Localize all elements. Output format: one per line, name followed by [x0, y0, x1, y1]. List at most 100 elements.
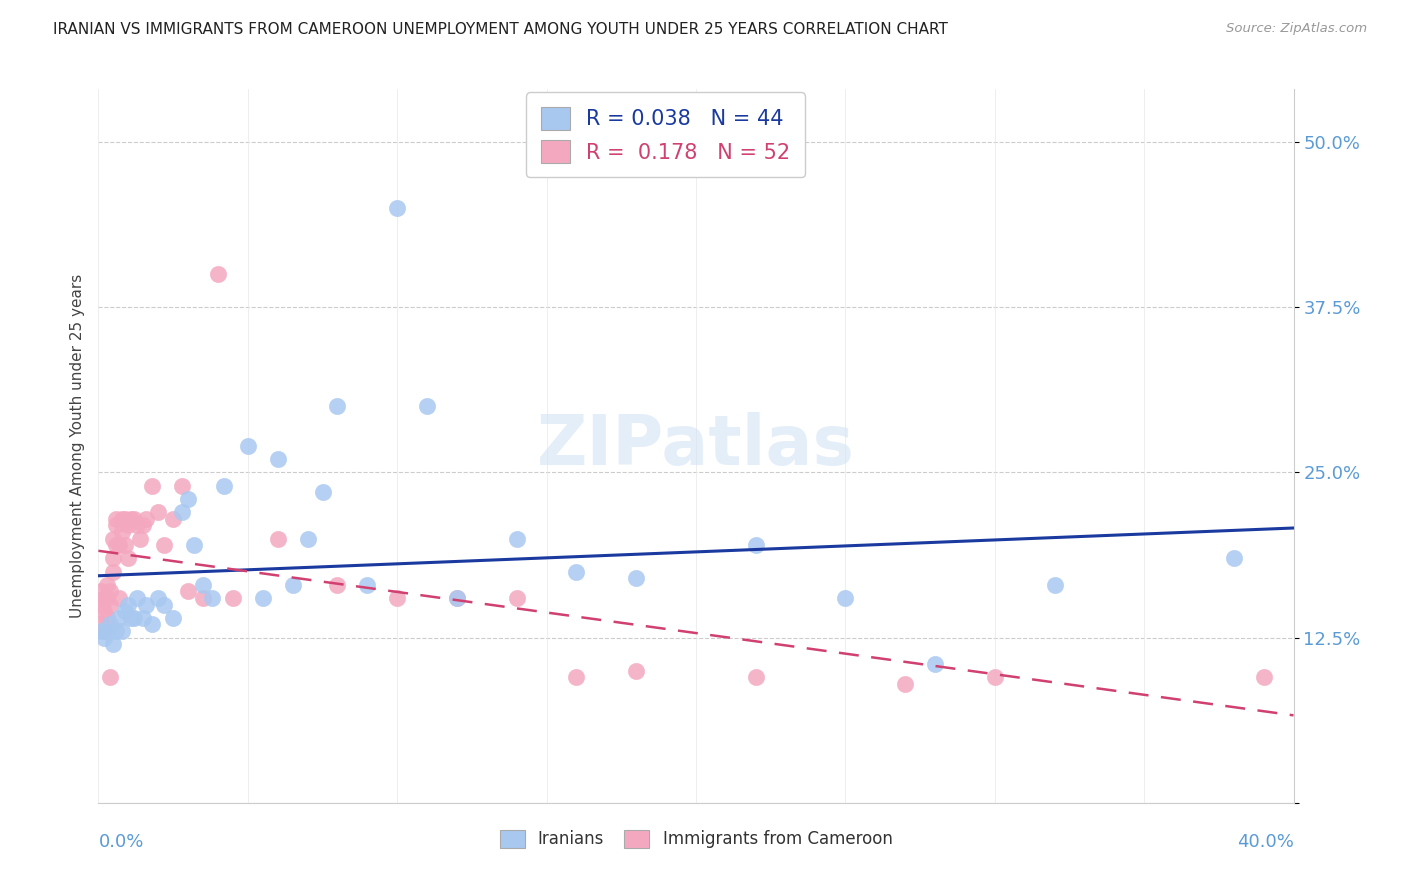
Point — [506, 591, 529, 605]
Point — [111, 524, 134, 539]
Text: 0.0%: 0.0% — [98, 833, 143, 851]
Point — [114, 538, 136, 552]
Point — [127, 518, 149, 533]
Point — [90, 584, 112, 599]
Point — [105, 518, 128, 533]
Point — [111, 624, 134, 638]
Point — [506, 532, 529, 546]
Point — [103, 637, 125, 651]
Point — [114, 511, 136, 525]
Point — [120, 611, 142, 625]
Point — [93, 591, 115, 605]
Point — [222, 591, 245, 605]
Legend: Iranians, Immigrants from Cameroon: Iranians, Immigrants from Cameroon — [494, 823, 898, 855]
Point — [148, 505, 170, 519]
Point — [141, 478, 163, 492]
Point — [745, 538, 768, 552]
Point — [108, 591, 131, 605]
Point — [105, 511, 128, 525]
Point — [96, 611, 118, 625]
Point — [98, 670, 122, 684]
Point — [127, 591, 149, 605]
Point — [984, 670, 1007, 684]
Point — [191, 591, 214, 605]
Point — [1223, 551, 1246, 566]
Point — [416, 400, 439, 414]
Point — [132, 518, 155, 533]
Point — [281, 578, 304, 592]
Point — [90, 598, 112, 612]
Point — [924, 657, 946, 671]
Point — [124, 611, 146, 625]
Point — [191, 578, 214, 592]
Point — [135, 511, 157, 525]
Point — [105, 624, 128, 638]
Point — [177, 584, 200, 599]
Point — [98, 617, 122, 632]
Point — [96, 591, 118, 605]
Text: Source: ZipAtlas.com: Source: ZipAtlas.com — [1226, 22, 1367, 36]
Point — [1043, 578, 1066, 592]
Point — [201, 591, 224, 605]
Point — [153, 538, 176, 552]
Point — [326, 400, 349, 414]
Point — [117, 598, 139, 612]
Point — [162, 511, 184, 525]
Point — [114, 604, 136, 618]
Point — [267, 452, 290, 467]
Point — [162, 611, 184, 625]
Point — [132, 611, 155, 625]
Point — [183, 538, 205, 552]
Point — [90, 624, 112, 638]
Point — [177, 491, 200, 506]
Point — [96, 578, 118, 592]
Point — [103, 532, 125, 546]
Point — [311, 485, 333, 500]
Point — [385, 591, 409, 605]
Point — [326, 578, 349, 592]
Point — [135, 598, 157, 612]
Point — [565, 670, 588, 684]
Point — [172, 505, 194, 519]
Point — [103, 551, 125, 566]
Point — [446, 591, 468, 605]
Point — [108, 611, 131, 625]
Point — [297, 532, 319, 546]
Point — [745, 670, 768, 684]
Point — [565, 565, 588, 579]
Y-axis label: Unemployment Among Youth under 25 years: Unemployment Among Youth under 25 years — [69, 274, 84, 618]
Point — [90, 617, 112, 632]
Point — [124, 511, 146, 525]
Point — [148, 591, 170, 605]
Text: 40.0%: 40.0% — [1237, 833, 1294, 851]
Point — [96, 624, 118, 638]
Text: IRANIAN VS IMMIGRANTS FROM CAMEROON UNEMPLOYMENT AMONG YOUTH UNDER 25 YEARS CORR: IRANIAN VS IMMIGRANTS FROM CAMEROON UNEM… — [53, 22, 948, 37]
Point — [207, 267, 229, 281]
Point — [626, 571, 648, 585]
Point — [385, 201, 409, 215]
Point — [894, 677, 917, 691]
Point — [103, 565, 125, 579]
Point — [93, 604, 115, 618]
Point — [105, 538, 128, 552]
Point — [120, 511, 142, 525]
Point — [93, 631, 115, 645]
Point — [356, 578, 378, 592]
Point — [98, 598, 122, 612]
Point — [98, 584, 122, 599]
Point — [117, 518, 139, 533]
Point — [141, 617, 163, 632]
Point — [108, 538, 131, 552]
Point — [236, 439, 259, 453]
Point — [446, 591, 468, 605]
Point — [252, 591, 274, 605]
Point — [117, 551, 139, 566]
Point — [172, 478, 194, 492]
Point — [626, 664, 648, 678]
Point — [129, 532, 152, 546]
Point — [1253, 670, 1275, 684]
Point — [212, 478, 235, 492]
Point — [153, 598, 176, 612]
Point — [111, 511, 134, 525]
Point — [267, 532, 290, 546]
